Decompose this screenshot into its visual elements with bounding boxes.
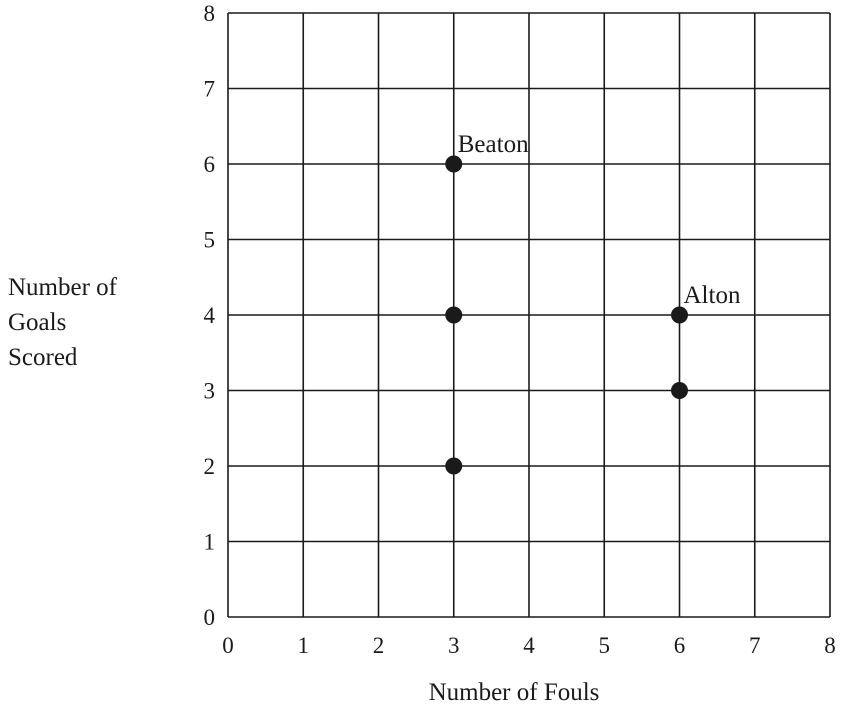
y-tick-label: 2	[204, 454, 216, 479]
x-tick-label: 1	[298, 633, 310, 658]
data-point	[671, 382, 688, 399]
y-tick-label: 8	[204, 1, 216, 26]
x-tick-label: 8	[824, 633, 836, 658]
point-label: Alton	[684, 282, 741, 309]
x-tick-label: 5	[599, 633, 611, 658]
data-points	[445, 155, 688, 475]
x-axis-title: Number of Fouls	[429, 679, 600, 706]
x-tick-label: 0	[222, 633, 234, 658]
y-axis-title-line: Number of	[8, 274, 118, 301]
x-tick-label: 6	[674, 633, 686, 658]
data-point	[671, 306, 688, 324]
y-tick-label: 1	[204, 530, 216, 555]
data-point	[445, 306, 463, 324]
point-labels: Beaton Alton	[458, 131, 741, 309]
y-axis-title: Number of Goals Scored	[8, 274, 118, 371]
y-tick-label: 5	[204, 228, 216, 253]
x-tick-label: 3	[448, 633, 460, 658]
x-tick-label: 4	[523, 633, 535, 658]
x-tick-label: 2	[373, 633, 385, 658]
point-label: Beaton	[458, 131, 529, 158]
y-tick-label: 7	[204, 77, 216, 102]
y-tick-label: 4	[204, 303, 216, 328]
grid	[227, 12, 831, 618]
x-axis-ticks: 0 1 2 3 4 5 6 7 8	[222, 633, 836, 658]
data-point	[445, 155, 463, 173]
y-axis-ticks: 0 1 2 3 4 5 6 7 8	[204, 1, 216, 630]
y-axis-title-line: Goals	[8, 309, 66, 336]
y-tick-label: 6	[204, 152, 216, 177]
y-tick-label: 0	[204, 605, 216, 630]
y-axis-title-line: Scored	[8, 344, 78, 371]
data-point	[445, 457, 463, 475]
y-tick-label: 3	[204, 379, 216, 404]
x-tick-label: 7	[749, 633, 761, 658]
